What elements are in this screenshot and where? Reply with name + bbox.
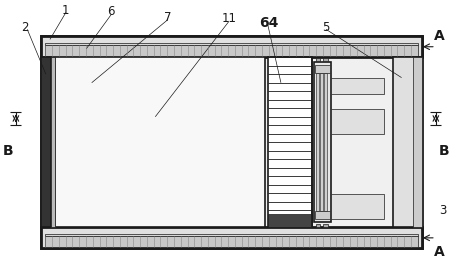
Bar (55, 57, 266, 227)
Text: B: B (439, 144, 449, 158)
Text: A: A (434, 28, 445, 43)
Bar (314, 62, 331, 222)
Bar (45, 43, 418, 45)
Bar (41, 57, 51, 227)
Bar (268, 214, 311, 227)
Bar (41, 36, 422, 57)
Text: 7: 7 (164, 11, 172, 24)
Bar (316, 73, 319, 211)
Text: A: A (434, 245, 445, 259)
Text: 6: 6 (108, 6, 115, 18)
Bar (41, 36, 422, 248)
Text: 3: 3 (439, 204, 446, 217)
Bar (51, 57, 55, 227)
Text: 2: 2 (21, 21, 29, 34)
Bar (45, 234, 418, 236)
Bar (268, 57, 311, 227)
Text: 5: 5 (322, 21, 330, 34)
Bar (324, 73, 327, 211)
Bar (331, 194, 384, 220)
Bar (315, 211, 330, 220)
Bar (331, 78, 384, 94)
Bar (323, 224, 327, 227)
Text: B: B (3, 144, 14, 158)
Bar (41, 227, 422, 248)
Bar (323, 57, 327, 61)
Text: 64: 64 (259, 16, 278, 30)
Bar (316, 224, 320, 227)
Bar (316, 57, 320, 61)
Bar (413, 57, 422, 227)
Bar (320, 73, 323, 211)
Bar (45, 236, 418, 247)
Bar (393, 57, 422, 227)
Text: 1: 1 (62, 4, 69, 17)
Bar (331, 109, 384, 134)
Bar (315, 65, 330, 73)
Text: 11: 11 (222, 13, 237, 25)
Bar (45, 45, 418, 56)
